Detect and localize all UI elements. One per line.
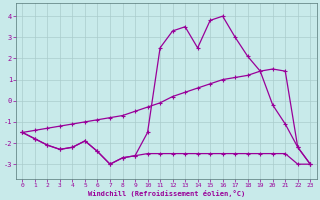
X-axis label: Windchill (Refroidissement éolien,°C): Windchill (Refroidissement éolien,°C): [88, 190, 245, 197]
